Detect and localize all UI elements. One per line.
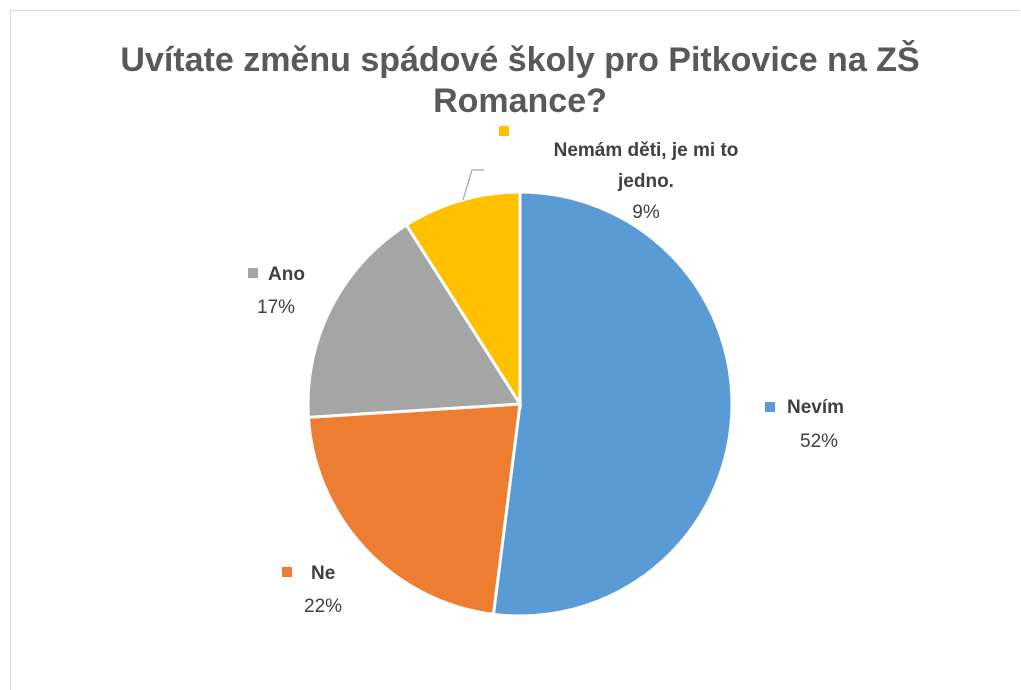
data-label-nemam-deti: Nemám děti, je mi to jedno. 9%	[499, 126, 738, 223]
pie-slice-nem-m-d-ti-je-mi-to-jedno	[404, 190, 522, 410]
pie-slice-ano	[306, 222, 523, 419]
label-name-nevim: Nevím	[787, 397, 844, 418]
leader-line	[462, 169, 484, 201]
label-name-nemam-deti-line-1: Nemám děti, je mi to	[554, 140, 739, 161]
legend-key-nemam-deti	[499, 126, 509, 136]
legend-key-ano	[248, 268, 258, 278]
data-label-ne: Ne 22%	[282, 563, 342, 617]
pie-chart: Uvítate změnu spádové školy pro Pitkovic…	[120, 40, 920, 618]
pie-slices	[306, 190, 734, 618]
chart-area	[10, 10, 1020, 690]
label-value-ano: 17%	[257, 297, 295, 318]
label-name-nemam-deti-line-2: jedno.	[617, 171, 674, 192]
chart-title-line-2: Romance?	[433, 82, 607, 120]
legend-key-nevim	[765, 402, 775, 412]
chart-title-line-1: Uvítate změnu spádové školy pro Pitkovic…	[120, 40, 919, 79]
legend-key-ne	[282, 567, 292, 577]
data-label-nevim: Nevím 52%	[765, 397, 844, 452]
data-label-ano: Ano 17%	[248, 264, 305, 318]
label-value-nemam-deti: 9%	[632, 202, 660, 223]
label-name-ano: Ano	[268, 264, 305, 285]
pie-slice-ne	[306, 402, 522, 617]
label-value-ne: 22%	[304, 596, 342, 617]
label-name-ne: Ne	[311, 563, 335, 584]
label-value-nevim: 52%	[800, 431, 838, 452]
pie-slice-nev-m	[491, 190, 734, 618]
